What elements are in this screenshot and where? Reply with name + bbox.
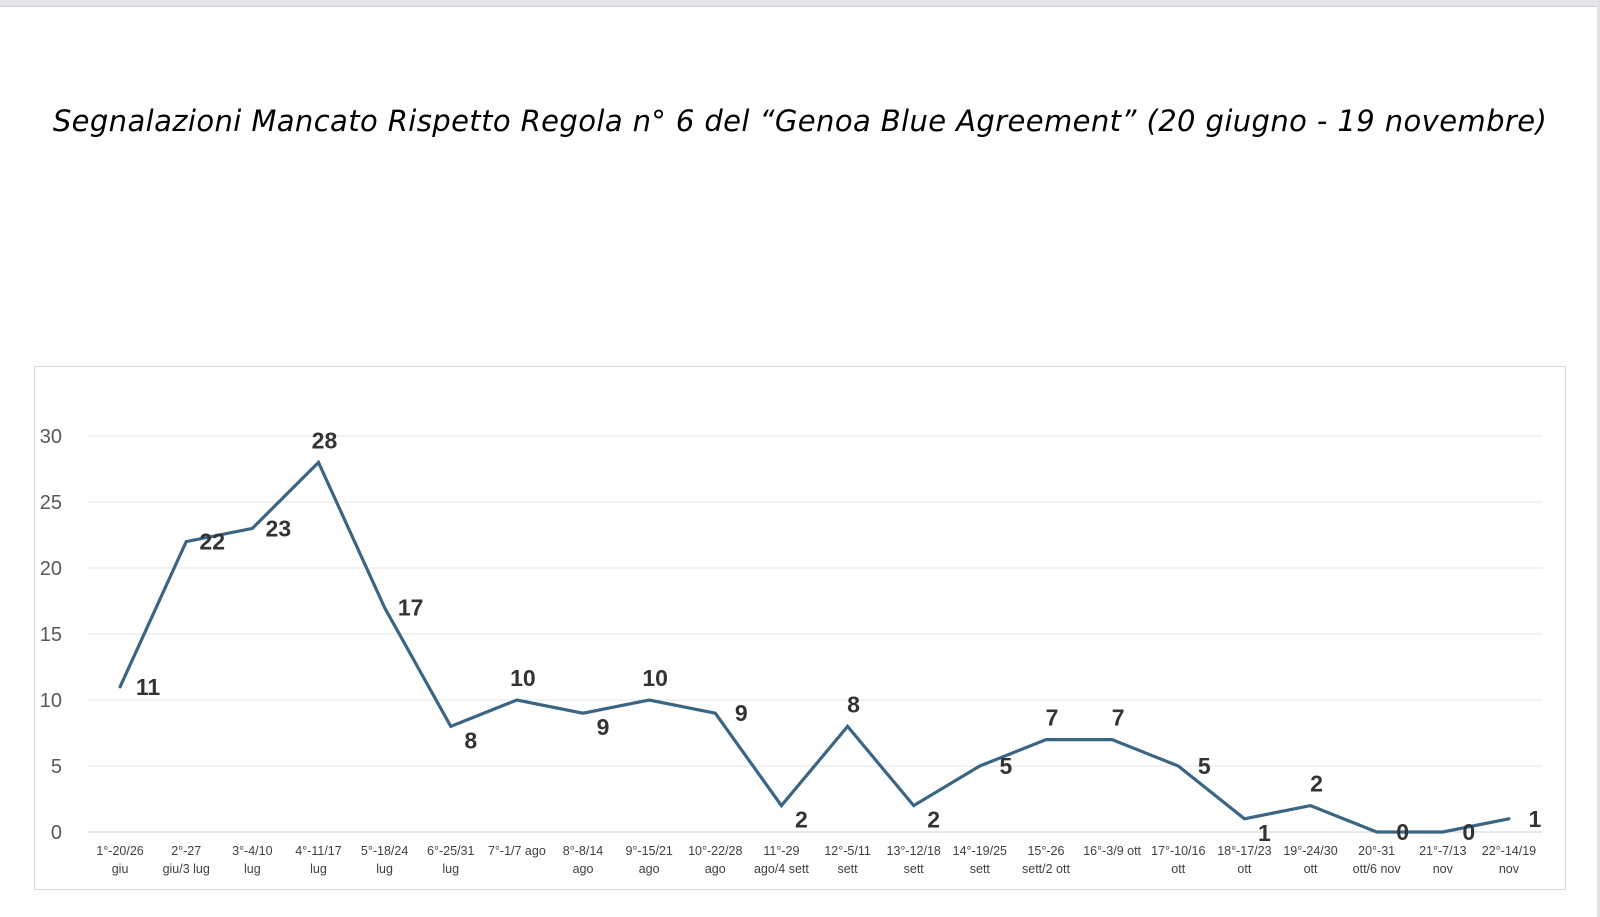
- x-tick-label: nov: [1499, 862, 1520, 876]
- y-tick-label: 20: [40, 558, 62, 580]
- data-label: 23: [266, 515, 292, 541]
- data-label: 22: [199, 529, 225, 555]
- data-label: 11: [136, 674, 161, 700]
- x-tick-label: sett: [904, 862, 925, 876]
- x-tick-label: ott/6 nov: [1353, 862, 1402, 876]
- x-tick-label: 19°-24/30: [1283, 844, 1337, 858]
- data-label: 2: [795, 807, 808, 833]
- x-tick-label: 9°-15/21: [625, 844, 672, 858]
- x-tick-label: 13°-12/18: [887, 844, 941, 858]
- x-tick-label: lug: [310, 862, 327, 876]
- gridlines: [87, 435, 1542, 833]
- x-tick-label: 21°-7/13: [1419, 844, 1466, 858]
- x-tick-label: nov: [1433, 862, 1454, 876]
- x-tick-label: 18°-17/23: [1217, 844, 1271, 858]
- x-tick-label: ago: [705, 862, 726, 876]
- x-tick-label: 15°-26: [1027, 844, 1064, 858]
- data-label: 2: [1310, 771, 1323, 797]
- y-tick-label: 5: [51, 756, 62, 778]
- x-tick-label: lug: [244, 862, 261, 876]
- data-label: 10: [642, 665, 668, 691]
- x-tick-label: 11°-29: [763, 844, 799, 858]
- series-line: [118, 459, 1511, 834]
- x-tick-label: lug: [376, 862, 393, 876]
- x-tick-label: 4°-11/17: [295, 844, 342, 858]
- x-tick-label: 14°-19/25: [953, 844, 1007, 858]
- data-label: 7: [1112, 705, 1125, 731]
- x-tick-label: giu: [112, 862, 129, 876]
- x-tick-label: 5°-18/24: [361, 844, 408, 858]
- x-tick-label: ago/4 sett: [754, 862, 809, 876]
- x-tick-label: 3°-4/10: [232, 844, 272, 858]
- chart-area: [34, 366, 1566, 890]
- data-label: 9: [597, 714, 610, 740]
- y-tick-label: 30: [40, 426, 62, 448]
- window-top-border: [0, 0, 1600, 7]
- window-right-border: [1597, 0, 1600, 917]
- x-tick-label: sett: [837, 862, 858, 876]
- y-tick-label: 0: [51, 822, 62, 844]
- x-tick-label: sett/2 ott: [1022, 862, 1070, 876]
- x-tick-label: sett: [970, 862, 991, 876]
- x-tick-label: 10°-22/28: [688, 844, 742, 858]
- data-label: 1: [1529, 806, 1542, 832]
- x-tick-label: 12°-5/11: [824, 844, 871, 858]
- x-tick-label: 16°-3/9 ott: [1083, 844, 1141, 858]
- y-tick-label: 25: [40, 492, 62, 514]
- x-tick-label: ago: [573, 862, 594, 876]
- x-tick-label: 6°-25/31: [427, 844, 474, 858]
- data-label: 8: [464, 727, 477, 753]
- data-label: 7: [1046, 705, 1059, 731]
- x-tick-label: 2°-27: [171, 844, 201, 858]
- data-label: 8: [847, 691, 860, 717]
- data-label: 17: [398, 595, 424, 621]
- x-tick-label: 20°-31: [1358, 844, 1395, 858]
- x-tick-label: 7°-1/7 ago: [488, 844, 546, 858]
- data-label: 1: [1258, 820, 1271, 846]
- data-label: 5: [1198, 753, 1211, 779]
- series-line-group: [118, 459, 1511, 834]
- y-axis-ticks: 0 5 10 15 20 25 30: [40, 426, 62, 844]
- data-label: 5: [999, 753, 1012, 779]
- x-tick-label: ago: [639, 862, 660, 876]
- y-tick-label: 10: [40, 690, 62, 712]
- x-tick-label: ott: [1171, 862, 1185, 876]
- x-tick-label: 22°-14/19: [1482, 844, 1536, 858]
- data-label: 28: [312, 427, 338, 453]
- x-axis-ticks: 1°-20/26 giu 2°-27 giu/3 lug 3°-4/10 lug 4°-11…: [96, 844, 1536, 876]
- chart-title: Segnalazioni Mancato Rispetto Regola n° …: [52, 104, 1548, 138]
- data-label: 2: [927, 807, 940, 833]
- x-tick-label: lug: [442, 862, 459, 876]
- data-label: 10: [510, 665, 536, 691]
- x-tick-label: giu/3 lug: [163, 862, 210, 876]
- x-tick-label: 1°-20/26: [96, 844, 143, 858]
- x-tick-label: ott: [1304, 862, 1318, 876]
- data-label: 9: [735, 700, 748, 726]
- data-label: 0: [1462, 819, 1475, 845]
- x-tick-label: ott: [1237, 862, 1251, 876]
- x-tick-label: 17°-10/16: [1151, 844, 1205, 858]
- y-tick-label: 15: [40, 624, 62, 646]
- data-label: 0: [1396, 819, 1409, 845]
- x-tick-label: 8°-8/14: [563, 844, 603, 858]
